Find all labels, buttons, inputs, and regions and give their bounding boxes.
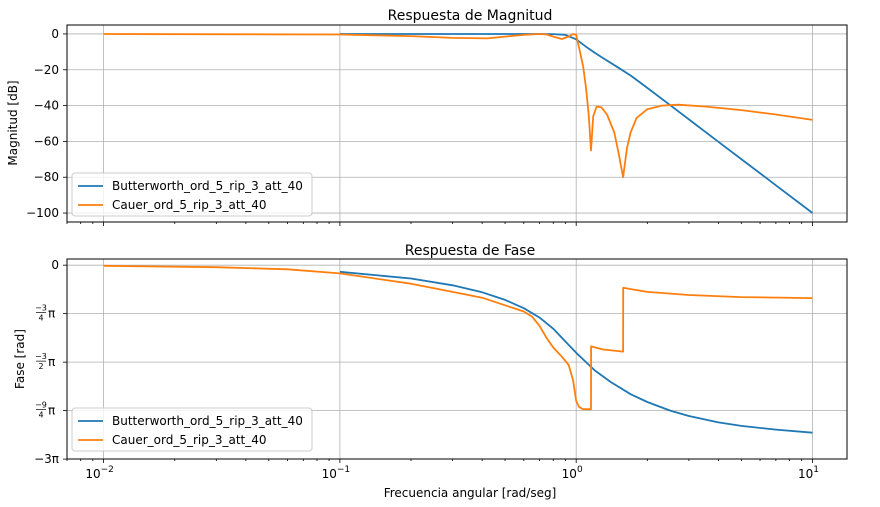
phase-legend-box (71, 407, 313, 452)
phase-title: Respuesta de Fase (405, 243, 535, 259)
phase-series-line-butterworth (339, 270, 813, 434)
magnitude-ylabel: Magnitud [dB] (6, 80, 20, 165)
phase-ytick-label-0: 0 (51, 258, 59, 272)
magnitude-legend-label-cauer: Cauer_ord_5_rip_3_att_40 (112, 198, 267, 212)
phase-ytick-numerator-2: −3 (35, 352, 47, 361)
magnitude-ticks: 0 −20 −40 −60 −80 −100 (26, 27, 813, 226)
magnitude-ytick-label-2: −40 (34, 99, 59, 113)
phase-ytick-label-2: −32 π (35, 352, 55, 371)
phase-legend-label-butterworth: Butterworth_ord_5_rip_3_att_40 (112, 414, 303, 428)
phase-ytick-denominator-3: 4 (38, 411, 43, 420)
phase-ytick-denominator-2: 2 (38, 362, 43, 371)
phase-legend: Butterworth_ord_5_rip_3_att_40 Cauer_ord… (71, 407, 313, 452)
phase-legend-label-cauer: Cauer_ord_5_rip_3_att_40 (112, 433, 267, 447)
phase-ytick-numerator-1: −3 (35, 304, 47, 313)
phase-frame (66, 258, 848, 460)
phase-ytick-label-4: −3π (34, 452, 59, 466)
magnitude-series-line-cauer (103, 33, 813, 179)
phase-series (103, 264, 813, 434)
magnitude-ytick-label-3: −60 (34, 134, 59, 148)
phase-ytick-label-1: −34 π (35, 304, 55, 323)
phase-ylabel: Fase [rad] (13, 329, 27, 389)
magnitude-legend: Butterworth_ord_5_rip_3_att_40 Cauer_ord… (71, 172, 313, 217)
phase-ytick-pi-2: π (48, 355, 55, 369)
magnitude-ytick-label-4: −80 (34, 170, 59, 184)
phase-xlabel: Frecuencia angular [rad/seg] (384, 486, 557, 500)
phase-series-line-cauer (103, 264, 813, 411)
magnitude-ytick-label-5: −100 (26, 206, 59, 220)
magnitude-panel: Respuesta de Magnitud 0−20−40−60−80−100 … (6, 8, 848, 226)
magnitude-legend-label-butterworth: Butterworth_ord_5_rip_3_att_40 (112, 179, 303, 193)
magnitude-frame (66, 24, 848, 223)
phase-ytick-numerator-3: −9 (35, 401, 47, 410)
phase-ytick-pi-1: π (48, 307, 55, 321)
magnitude-title: Respuesta de Magnitud (388, 8, 553, 24)
magnitude-legend-box (71, 172, 313, 217)
magnitude-series (103, 33, 814, 214)
magnitude-ytick-label-1: −20 (34, 63, 59, 77)
phase-ytick-denominator-1: 4 (38, 314, 43, 323)
phase-ytick-pi-3: π (48, 404, 55, 418)
phase-ytick-label-3: −94 π (35, 401, 55, 420)
magnitude-ytick-label-0: 0 (51, 27, 59, 41)
